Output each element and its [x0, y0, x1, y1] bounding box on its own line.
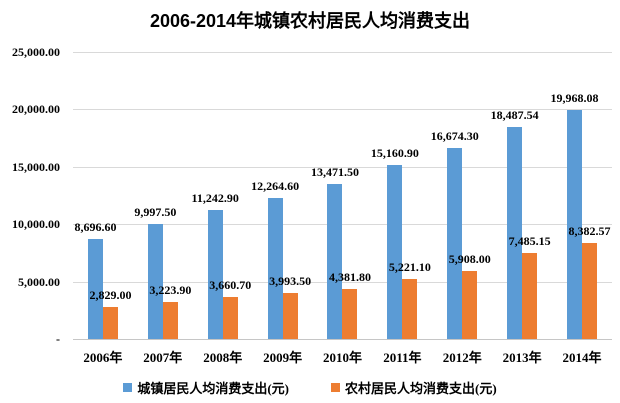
gridline	[73, 224, 612, 226]
x-tick-label-2009年: 2009年	[263, 350, 303, 365]
rural-value-label-2014年: 8,382.57	[568, 223, 611, 238]
bar-group-2014年	[552, 52, 612, 339]
bar-group-2009年	[253, 52, 313, 339]
urban-bar-2007年	[147, 224, 163, 339]
bar-group-2013年	[492, 52, 552, 339]
plot-area	[73, 52, 612, 340]
urban-value-label-2013年: 18,487.54	[490, 107, 539, 122]
rural-series-swatch-icon	[331, 383, 340, 392]
y-tick-label: 25,000.00	[12, 45, 60, 59]
legend-label-urban: 城镇居民人均消费支出(元)	[137, 381, 289, 396]
bar-group-2010年	[313, 52, 373, 339]
y-tick-label: 5,000.00	[18, 274, 60, 289]
rural-value-label-2010年: 4,381.80	[329, 269, 371, 284]
urban-bar-2010年	[327, 184, 343, 339]
urban-bar-2011年	[387, 164, 403, 339]
x-tick-label-2013年: 2013年	[502, 350, 542, 365]
urban-bar-2013年	[507, 126, 523, 339]
rural-bar-2014年	[582, 242, 598, 339]
rural-value-label-2011年: 5,221.10	[388, 260, 431, 275]
urban-value-label-2012年: 16,674.30	[430, 128, 479, 143]
urban-bar-2014年	[567, 109, 583, 339]
urban-value-label-2008年: 11,242.90	[191, 190, 239, 205]
urban-bar-2012年	[447, 147, 463, 339]
urban-bar-2006年	[87, 239, 103, 339]
legend-item-urban: 城镇居民人均消费支出(元)	[123, 378, 289, 397]
y-tick-label: 15,000.00	[12, 159, 60, 174]
rural-value-label-2012年: 5,908.00	[448, 252, 491, 267]
x-tick-label-2006年: 2006年	[83, 350, 123, 365]
bar-group-2012年	[432, 52, 492, 339]
urban-value-label-2006年: 8,696.60	[74, 220, 117, 235]
rural-bar-2009年	[282, 293, 298, 339]
chart-title: 2006-2014年城镇农村居民人均消费支出	[149, 11, 471, 31]
rural-value-label-2008年: 3,660.70	[209, 277, 252, 292]
urban-bar-2008年	[207, 209, 223, 339]
urban-bar-2009年	[267, 198, 283, 339]
legend-label-rural: 农村居民人均消费支出(元)	[345, 381, 497, 396]
urban-value-label-2014年: 19,968.08	[550, 90, 599, 105]
gridline	[73, 52, 612, 53]
rural-bar-2008年	[222, 296, 238, 339]
rural-bar-2012年	[462, 271, 478, 339]
gridline	[73, 109, 612, 111]
urban-value-label-2007年: 9,997.50	[134, 205, 177, 220]
y-tick-label: -	[56, 332, 60, 346]
urban-series-swatch-icon	[123, 383, 133, 392]
x-tick-label-2011年: 2011年	[383, 350, 422, 365]
rural-bar-2007年	[162, 302, 178, 339]
rural-value-label-2009年: 3,993.50	[269, 274, 312, 289]
urban-value-label-2011年: 15,160.90	[370, 145, 419, 160]
rural-bar-2006年	[102, 306, 118, 339]
rural-bar-2010年	[342, 288, 358, 339]
rural-bar-2013年	[522, 253, 538, 339]
gridline	[73, 166, 612, 168]
x-tick-label-2007年: 2007年	[143, 350, 183, 365]
x-tick-label-2008年: 2008年	[203, 350, 243, 365]
legend-item-rural: 农村居民人均消费支出(元)	[331, 378, 497, 397]
bar-group-2011年	[372, 52, 432, 339]
rural-value-label-2013年: 7,485.15	[508, 234, 551, 249]
x-tick-label-2014年: 2014年	[562, 350, 602, 365]
y-tick-label: 20,000.00	[12, 102, 60, 117]
rural-value-label-2007年: 3,223.90	[149, 282, 192, 297]
legend: 城镇居民人均消费支出(元) 农村居民人均消费支出(元)	[0, 378, 620, 397]
rural-bar-2011年	[402, 279, 418, 339]
y-tick-label: 10,000.00	[12, 217, 60, 232]
bar-group-2007年	[133, 52, 193, 339]
bar-group-2006年	[73, 52, 133, 339]
rural-value-label-2006年: 2,829.00	[89, 287, 132, 302]
gridline	[73, 281, 612, 283]
x-tick-label-2010年: 2010年	[322, 350, 362, 365]
urban-value-label-2009年: 12,264.60	[251, 179, 300, 194]
x-tick-label-2012年: 2012年	[442, 350, 482, 365]
bar-group-2008年	[193, 52, 253, 339]
urban-value-label-2010年: 13,471.50	[311, 165, 359, 180]
